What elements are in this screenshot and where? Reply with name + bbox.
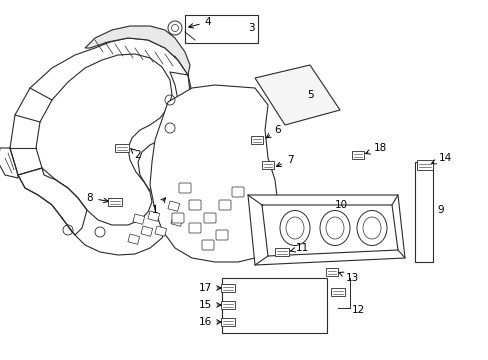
Text: 13: 13 [338,272,358,283]
Text: 5: 5 [306,90,313,100]
FancyBboxPatch shape [231,187,244,197]
FancyBboxPatch shape [189,200,201,210]
Polygon shape [36,54,172,225]
Text: 7: 7 [276,155,293,166]
Bar [351,152,363,159]
FancyBboxPatch shape [172,213,183,223]
Bar [416,160,432,170]
Text: 17: 17 [198,283,221,293]
Text: 10: 10 [334,200,347,210]
Polygon shape [247,195,404,265]
Text: 2: 2 [131,149,141,160]
Text: 12: 12 [351,305,365,315]
FancyBboxPatch shape [189,223,201,233]
Bar [184,15,258,43]
Bar [274,248,288,256]
FancyBboxPatch shape [216,230,227,240]
Bar [128,234,140,244]
Text: 11: 11 [289,243,308,253]
Polygon shape [254,65,339,125]
FancyBboxPatch shape [219,200,230,210]
Bar [262,161,273,168]
Bar [221,284,235,292]
Bar [167,201,179,211]
Text: 3: 3 [247,23,254,33]
Bar [221,318,235,326]
Bar [250,136,263,144]
Text: 8: 8 [86,193,108,203]
Bar [155,226,166,236]
Bar [115,144,129,152]
Bar [141,226,152,236]
Bar [325,269,337,276]
Text: 4: 4 [188,17,211,28]
Bar [222,278,326,333]
Bar [108,198,122,206]
Bar [221,301,235,309]
Text: 15: 15 [198,300,221,310]
Bar [330,288,345,296]
Polygon shape [85,26,190,75]
Text: 16: 16 [198,317,221,327]
FancyBboxPatch shape [179,183,191,193]
Text: 1: 1 [151,198,165,215]
Polygon shape [150,85,278,262]
FancyBboxPatch shape [202,240,214,250]
Text: 14: 14 [431,153,451,164]
Bar [133,214,144,224]
Bar [414,162,432,262]
Polygon shape [10,38,192,255]
Text: 9: 9 [436,205,443,215]
FancyBboxPatch shape [203,213,216,223]
Bar [148,211,160,221]
Text: 6: 6 [265,125,281,138]
Bar [171,216,183,226]
Text: 18: 18 [365,143,386,154]
